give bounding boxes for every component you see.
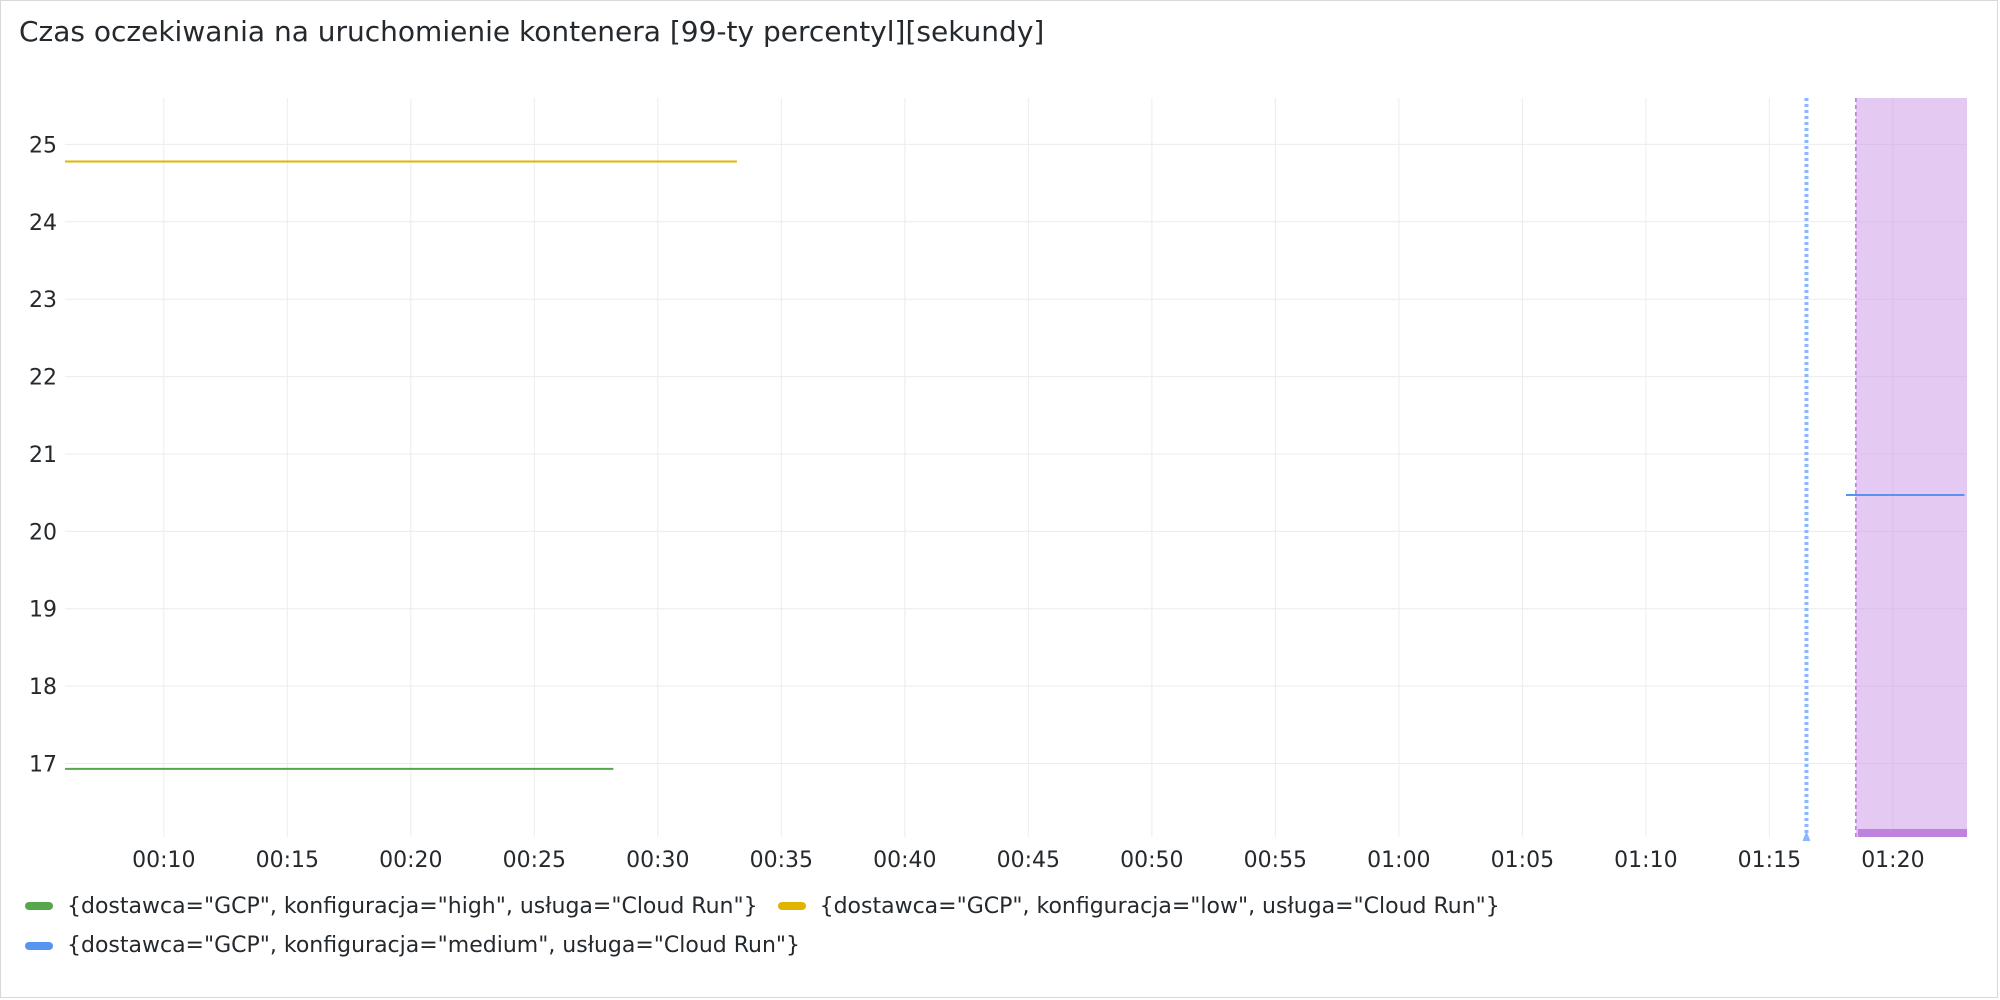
legend-item[interactable]: {dostawca="GCP", konfiguracja="low", usł… <box>777 893 1500 919</box>
y-tick-label: 22 <box>29 366 57 391</box>
legend-label: {dostawca="GCP", konfiguracja="medium", … <box>67 933 801 958</box>
annotation-region <box>1855 98 1967 837</box>
y-tick-label: 19 <box>29 598 57 623</box>
y-tick-label: 18 <box>29 675 57 700</box>
legend: {dostawca="GCP", konfiguracja="high", us… <box>25 891 1985 970</box>
x-tick-label: 01:15 <box>1738 848 1801 873</box>
x-tick-label: 00:40 <box>873 848 936 873</box>
panel-title: Czas oczekiwania na uruchomienie kontene… <box>19 15 1045 48</box>
annotations <box>1802 98 1967 841</box>
y-tick-label: 23 <box>29 288 57 313</box>
x-tick-label: 00:25 <box>503 848 566 873</box>
y-tick-label: 17 <box>29 752 57 777</box>
x-tick-label: 00:35 <box>750 848 813 873</box>
legend-label: {dostawca="GCP", konfiguracja="high", us… <box>67 893 758 919</box>
y-tick-label: 21 <box>29 443 57 468</box>
time-series-chart[interactable]: 00:10 00:15 00:20 00:25 00:30 00:35 00:40 00:45… <box>1 1 1999 881</box>
legend-item[interactable]: {dostawca="GCP", konfiguracja="high", us… <box>25 894 758 919</box>
x-tick-label: 01:00 <box>1367 848 1430 873</box>
x-tick-label: 01:05 <box>1491 848 1554 873</box>
annotation-region-marker <box>1857 829 1967 837</box>
y-tick-label: 20 <box>29 520 57 545</box>
legend-item[interactable]: {dostawca="GCP", konfiguracja="medium", … <box>25 933 800 958</box>
y-tick-label: 25 <box>29 133 57 158</box>
x-axis-ticks: 00:10 00:15 00:20 00:25 00:30 00:35 00:40 00:45… <box>132 848 1924 873</box>
x-tick-label: 00:30 <box>626 848 689 873</box>
y-tick-label: 24 <box>29 211 57 236</box>
x-tick-label: 01:20 <box>1861 848 1924 873</box>
legend-swatch <box>777 902 806 910</box>
x-tick-label: 00:15 <box>256 848 319 873</box>
legend-swatch <box>25 902 53 910</box>
x-tick-label: 00:55 <box>1244 848 1307 873</box>
x-tick-label: 01:10 <box>1614 848 1677 873</box>
legend-swatch <box>25 941 53 950</box>
series-lines <box>65 160 1965 770</box>
x-tick-label: 00:20 <box>379 848 442 873</box>
legend-label: {dostawca="GCP", konfiguracja="low", usł… <box>819 893 1500 919</box>
x-tick-label: 00:50 <box>1120 848 1183 873</box>
y-axis-ticks: 17 18 19 20 21 22 23 24 25 <box>29 133 57 777</box>
annotation-marker-flag <box>1802 831 1811 841</box>
x-tick-label: 00:45 <box>997 848 1060 873</box>
x-tick-label: 00:10 <box>132 848 195 873</box>
grid-lines <box>65 98 1967 837</box>
